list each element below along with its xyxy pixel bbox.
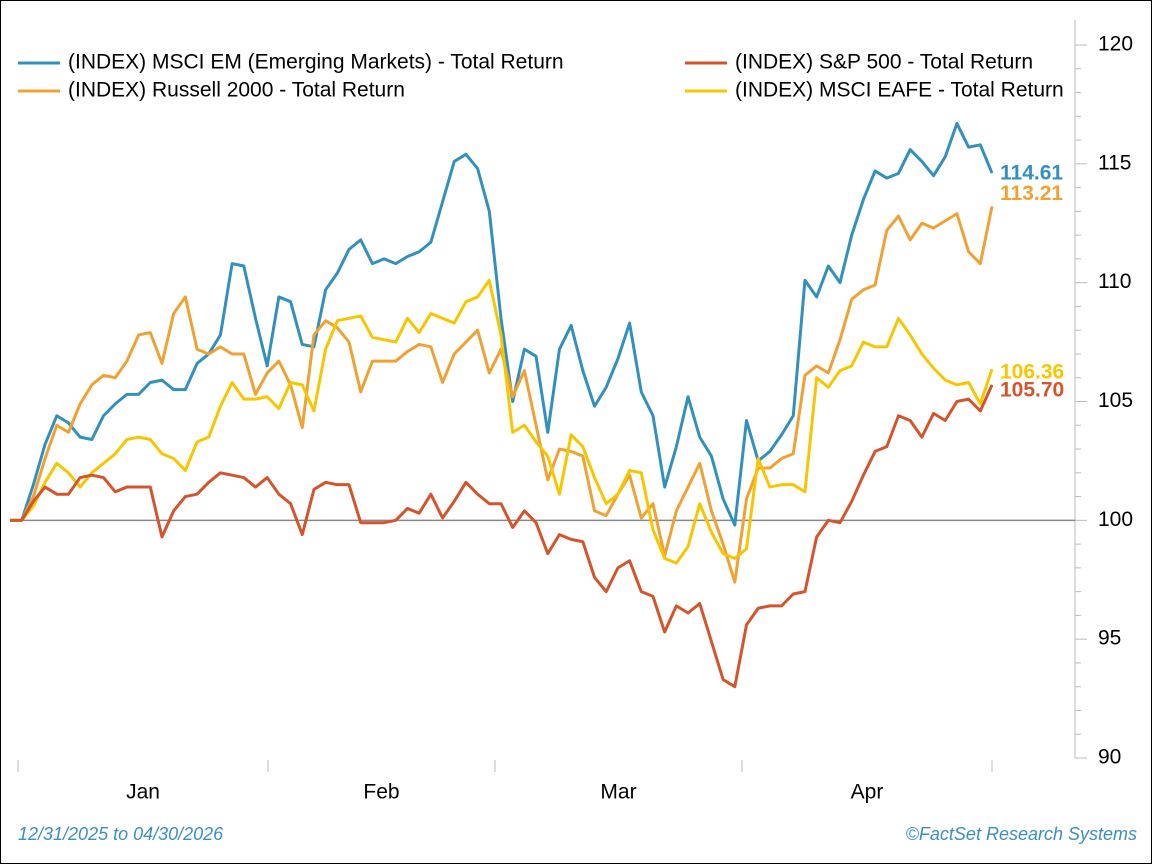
end-label: 114.61 xyxy=(1000,162,1063,185)
y-tick-label: 105 xyxy=(1098,389,1133,412)
y-tick-label: 120 xyxy=(1098,33,1133,56)
y-tick-label: 110 xyxy=(1098,270,1131,293)
x-tick-label: Apr xyxy=(851,781,884,804)
x-tick-label: Mar xyxy=(600,781,636,804)
y-tick-label: 115 xyxy=(1098,151,1131,174)
legend-label: (INDEX) MSCI EM (Emerging Markets) - Tot… xyxy=(68,51,564,74)
y-tick-label: 90 xyxy=(1098,746,1121,769)
end-label: 105.70 xyxy=(1000,378,1064,401)
y-tick-label: 100 xyxy=(1098,508,1133,531)
source: ©FactSet Research Systems xyxy=(906,824,1137,844)
legend-label: (INDEX) MSCI EAFE - Total Return xyxy=(735,79,1064,102)
series-line xyxy=(10,121,994,527)
date-range: 12/31/2025 to 04/30/2026 xyxy=(18,824,224,844)
end-label: 106.36 xyxy=(1000,361,1064,384)
x-tick-label: Feb xyxy=(363,781,399,804)
series-line xyxy=(10,278,994,565)
end-label: 113.21 xyxy=(1000,182,1063,205)
x-tick-label: Jan xyxy=(126,781,160,804)
legend-label: (INDEX) S&P 500 - Total Return xyxy=(735,51,1033,74)
y-tick-label: 95 xyxy=(1098,627,1121,650)
series-line xyxy=(10,206,994,584)
series-line xyxy=(10,384,994,689)
legend-label: (INDEX) Russell 2000 - Total Return xyxy=(68,79,405,102)
